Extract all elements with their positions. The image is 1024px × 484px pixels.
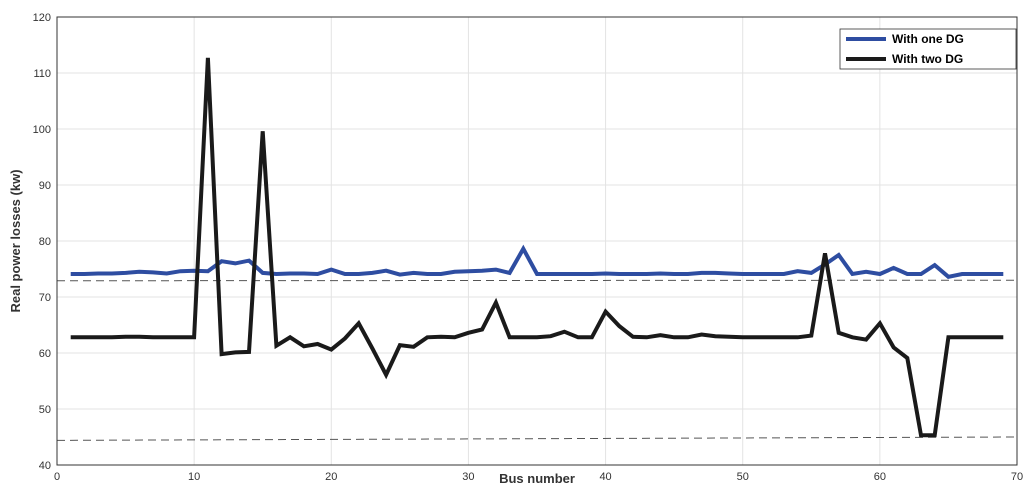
reference-lines — [57, 280, 1017, 440]
reference-line — [57, 280, 1017, 281]
legend: With one DG With two DG — [840, 29, 1016, 69]
legend-label-with-two-dg: With two DG — [892, 52, 963, 66]
y-tick-label: 40 — [39, 460, 51, 472]
series-line-with-two-dg — [71, 58, 1004, 435]
x-tick-label: 40 — [599, 471, 611, 483]
tick-labels: 0 10 20 30 40 50 60 70 40 50 60 70 80 90 100 110 120 — [33, 12, 1023, 483]
reference-line — [57, 437, 1017, 440]
grid-layer — [57, 17, 1017, 465]
x-tick-label: 70 — [1011, 471, 1023, 483]
x-tick-label: 0 — [54, 471, 60, 483]
y-tick-label: 100 — [33, 124, 51, 136]
legend-label-with-one-dg: With one DG — [892, 32, 964, 46]
x-tick-label: 10 — [188, 471, 200, 483]
y-tick-label: 80 — [39, 236, 51, 248]
y-tick-label: 90 — [39, 180, 51, 192]
x-axis-label: Bus number — [499, 471, 575, 484]
y-axis-label: Real power losses (kw) — [8, 169, 23, 312]
y-tick-label: 70 — [39, 292, 51, 304]
y-tick-label: 50 — [39, 404, 51, 416]
x-tick-label: 50 — [737, 471, 749, 483]
series-line-with-one-dg — [71, 249, 1004, 277]
y-tick-label: 110 — [33, 68, 51, 80]
y-tick-label: 60 — [39, 348, 51, 360]
series-layer — [71, 58, 1004, 435]
x-tick-label: 30 — [462, 471, 474, 483]
x-tick-label: 20 — [325, 471, 337, 483]
y-tick-label: 120 — [33, 12, 51, 24]
x-tick-label: 60 — [874, 471, 886, 483]
